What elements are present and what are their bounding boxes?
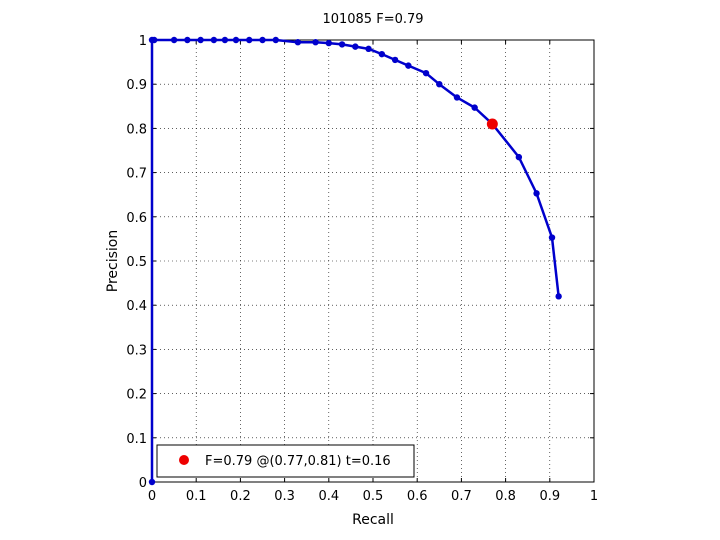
pr-curve-point xyxy=(453,94,461,101)
pr-curve-point xyxy=(294,39,302,46)
pr-curve-point xyxy=(352,43,359,50)
pr-curve-point xyxy=(148,478,156,486)
y-tick-label: 0.2 xyxy=(126,388,147,403)
x-tick-label: 0.1 xyxy=(186,489,207,504)
pr-curve-point xyxy=(391,56,399,64)
pr-curve-point xyxy=(338,41,346,48)
pr-curve-point xyxy=(312,39,319,46)
series-layer xyxy=(148,36,562,486)
y-tick-label: 0.4 xyxy=(126,299,147,314)
x-tick-label: 0.2 xyxy=(230,489,251,504)
x-tick-label: 0.7 xyxy=(451,489,472,504)
y-axis-label: Precision xyxy=(105,230,121,292)
axis-ticks: 0 0.1 0.2 0.3 0.4 0.5 0.6 0.7 0.8 0.9 1 0 0.1 0.2 0.3 0… xyxy=(126,34,598,504)
pr-curve-point xyxy=(151,36,158,44)
pr-curve-point xyxy=(259,36,266,44)
pr-curve-point xyxy=(197,36,204,44)
pr-curve-point xyxy=(378,50,386,58)
x-tick-label: 0.4 xyxy=(318,489,339,504)
x-tick-label: 0.5 xyxy=(363,489,384,504)
x-tick-label: 0.6 xyxy=(407,489,428,504)
y-tick-label: 0.1 xyxy=(126,432,147,447)
best-f-point xyxy=(486,118,498,130)
pr-curve-point xyxy=(325,39,332,47)
pr-curve-point xyxy=(210,36,218,44)
pr-curve-point xyxy=(232,36,240,44)
legend-marker xyxy=(179,455,189,465)
pr-curve-point xyxy=(405,62,412,69)
pr-curve-point xyxy=(436,81,443,88)
pr-curve-point xyxy=(170,36,178,44)
pr-curve-point xyxy=(221,36,229,44)
pr-curve-point xyxy=(272,36,279,44)
pr-curve-point xyxy=(246,36,253,44)
y-tick-label: 0.6 xyxy=(126,211,147,226)
y-tick-label: 0 xyxy=(139,476,147,491)
y-tick-label: 1 xyxy=(139,34,147,49)
pr-curve-point xyxy=(548,234,556,241)
y-tick-label: 0.8 xyxy=(126,122,147,137)
y-tick-label: 0.3 xyxy=(126,343,147,358)
chart-title: 101085 F=0.79 xyxy=(322,12,423,27)
x-axis-label: Recall xyxy=(352,512,394,528)
legend-label: F=0.79 @(0.77,0.81) t=0.16 xyxy=(205,454,391,469)
pr-curve-point xyxy=(533,190,540,197)
x-tick-label: 0.3 xyxy=(274,489,295,504)
x-tick-label: 1 xyxy=(590,489,598,504)
legend-box xyxy=(156,444,415,478)
x-tick-label: 0.8 xyxy=(495,489,516,504)
pr-curve-point xyxy=(365,45,372,53)
pr-curve-point xyxy=(184,36,191,44)
y-tick-label: 0.5 xyxy=(126,255,147,270)
pr-curve-point xyxy=(555,293,562,300)
y-tick-label: 0.9 xyxy=(126,78,147,93)
legend: F=0.79 @(0.77,0.81) t=0.16 xyxy=(156,444,415,478)
x-tick-label: 0 xyxy=(148,489,156,504)
pr-curve-point xyxy=(422,69,430,77)
pr-curve-point xyxy=(471,104,478,111)
y-tick-label: 0.7 xyxy=(126,167,147,182)
pr-curve-point xyxy=(515,153,523,161)
x-tick-label: 0.9 xyxy=(539,489,560,504)
grid-lines xyxy=(152,40,594,482)
